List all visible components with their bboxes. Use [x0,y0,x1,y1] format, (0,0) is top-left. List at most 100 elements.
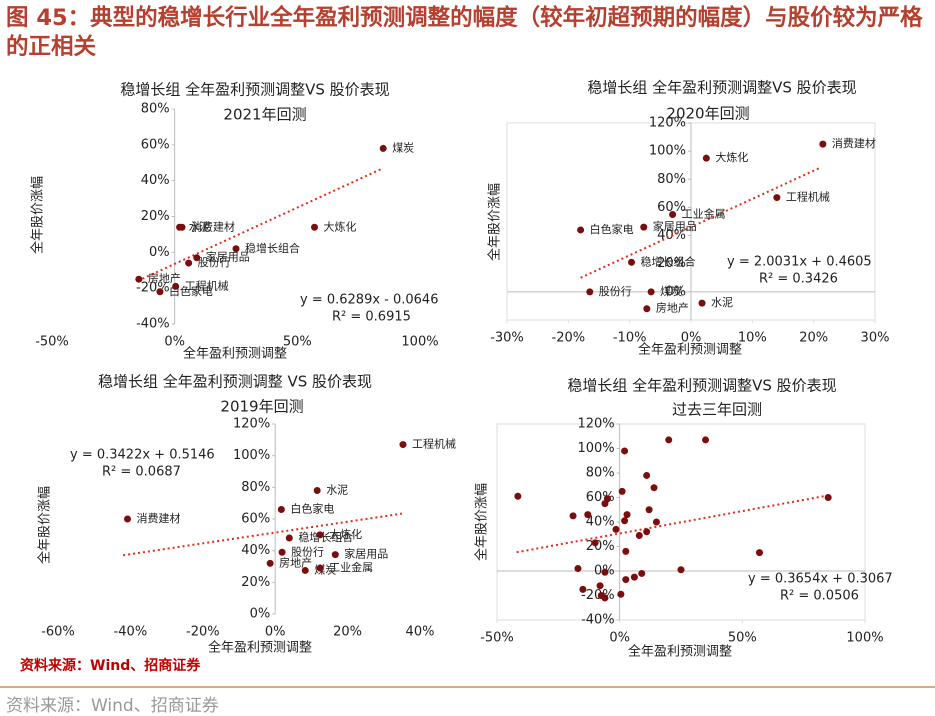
chart-subtitle: 2020年回测 [666,105,749,123]
point [277,506,285,513]
chart-title: 稳增长组 全年盈利预测调整VS 股价表现 [587,79,856,97]
point [698,299,706,307]
y-axis-label: 全年股价涨幅 [487,183,503,261]
y-tick-label: 0% [250,607,271,622]
x-tick-label: 20% [799,331,828,346]
x-tick-label: 10% [738,331,767,346]
y-axis-label: 全年股价涨幅 [30,176,46,254]
point [677,566,685,574]
point [514,492,522,500]
point-label: 工程机械 [786,190,830,204]
y-tick-label: 120% [577,417,614,432]
point [586,288,594,296]
point [285,534,293,542]
point [669,210,677,218]
point [601,594,609,602]
point-label: 煤炭 [392,141,414,154]
source-note: 资料来源：Wind、招商证券 [20,658,201,674]
x-tick-label: -40% [114,625,148,640]
x-axis-label: 全年盈利预测调整 [638,342,742,358]
point-label: 股份行 [599,285,632,298]
point-label: 水泥 [711,296,733,309]
y-tick-label: 120% [649,116,686,131]
y-tick-label: 60% [141,137,170,152]
point [643,528,651,536]
y-tick-label: 100% [577,441,614,456]
equation: y = 0.3654x + 0.3067 [748,572,893,587]
point-label: 工程机械 [412,437,456,451]
point [652,518,660,526]
divider [0,686,935,688]
point [176,223,184,231]
point [266,559,274,567]
point-label: 消费建材 [137,511,181,525]
point-label: 水泥 [189,220,211,233]
point-label: 房地产 [656,301,689,315]
point [647,288,655,296]
point [232,245,240,253]
point-label: 水泥 [326,484,348,497]
point [640,223,648,231]
y-tick-label: 20% [241,575,270,590]
point [579,585,587,593]
point [628,258,636,266]
y-tick-label: 80% [241,480,270,495]
point [621,517,629,525]
y-tick-label: 60% [657,200,686,215]
point-label: 消费建材 [191,219,235,233]
y-tick-label: 20% [141,209,170,224]
point [773,194,781,202]
point-label: 家居用品 [206,250,250,264]
point [643,471,651,479]
x-axis-label: 全年盈利预测调整 [628,644,732,660]
point [172,282,180,290]
point [623,511,631,519]
point [574,565,582,573]
x-tick-label: 100% [846,631,883,646]
point [331,551,339,559]
point [824,494,832,501]
figure-title: 图 45：典型的稳增长行业全年盈利预测调整的幅度（较年初超预期的幅度）与股价较为… [6,5,923,60]
r-squared: R² = 0.0687 [102,465,181,480]
point [756,549,764,557]
point [603,495,611,503]
x-tick-label: 40% [406,625,435,640]
point [702,154,710,162]
y-tick-label: 20% [586,539,615,554]
point [156,288,164,296]
point [819,140,827,148]
point-label: 大炼化 [329,527,362,541]
point-label: 家居用品 [653,219,697,233]
point [612,525,620,533]
point-label: 稳增长组合 [641,254,696,268]
point [185,259,193,267]
x-tick-label: -50% [35,335,69,350]
x-tick-label: -50% [480,631,514,646]
point-label: 家居用品 [344,547,388,561]
x-tick-label: 50% [283,335,312,350]
chart-title: 稳增长组 全年盈利预测调整VS 股价表现 [120,81,389,99]
r-squared: R² = 0.6915 [332,310,411,325]
point [124,515,132,523]
point-label: 煤炭 [660,285,682,298]
point [591,539,599,547]
trendline [580,166,821,279]
y-tick-label: 80% [141,102,170,117]
point-label: 稳增长组合 [298,530,353,544]
y-tick-label: 80% [657,172,686,187]
point [596,582,604,590]
y-tick-label: 80% [586,466,615,481]
point [635,531,643,539]
r-squared: R² = 0.0506 [780,589,859,604]
point [313,487,321,494]
y-axis-label: 全年股价涨幅 [37,486,53,564]
point-label: 白色家电 [290,502,334,516]
point [311,223,319,231]
y-axis-label: 全年股价涨幅 [474,483,490,561]
point [650,484,658,492]
plot-frame [496,423,866,621]
y-tick-label: 0% [665,284,686,299]
point [193,254,201,262]
point [577,226,585,234]
point-label: 工程机械 [185,278,229,292]
